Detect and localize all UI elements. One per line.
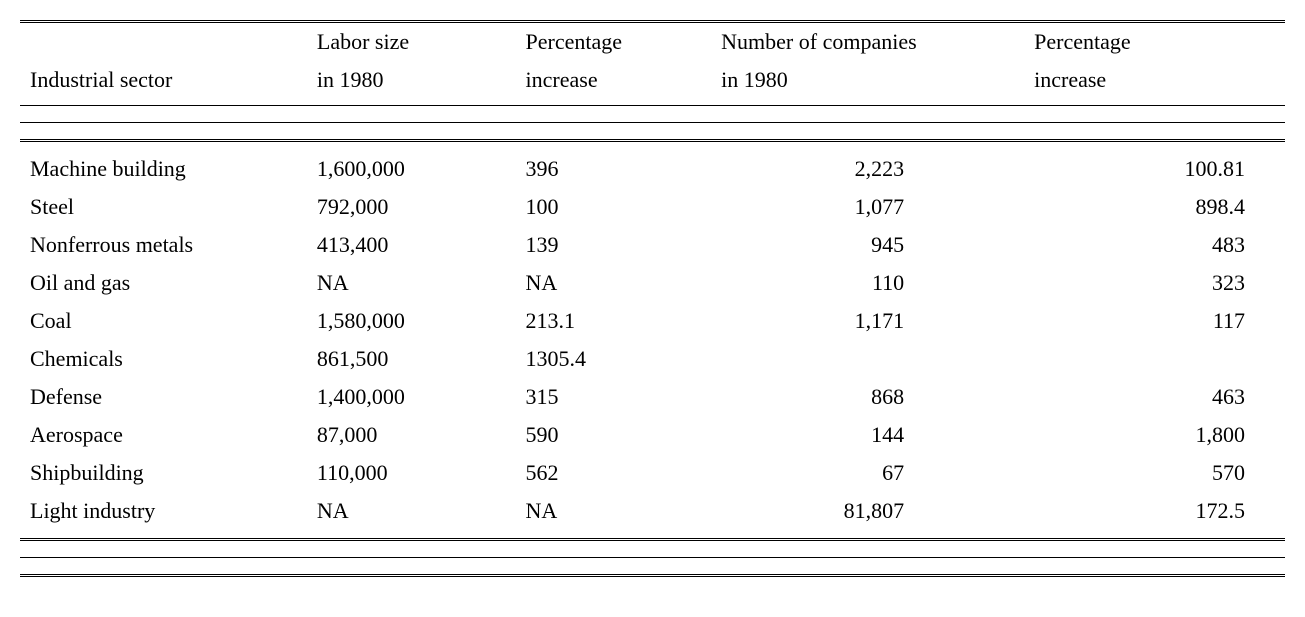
table-body: Machine building 1,600,000 396 2,223 100… <box>20 141 1285 540</box>
cell-pctlabor: NA <box>516 492 712 540</box>
table-row: Shipbuilding 110,000 562 67 570 <box>20 454 1285 492</box>
table-row: Coal 1,580,000 213.1 1,171 117 <box>20 302 1285 340</box>
cell-companies: 868 <box>711 378 1024 416</box>
cell-labor: 413,400 <box>307 226 516 264</box>
table-row: Machine building 1,600,000 396 2,223 100… <box>20 141 1285 189</box>
cell-sector: Shipbuilding <box>20 454 307 492</box>
cell-sector: Machine building <box>20 141 307 189</box>
cell-labor: 110,000 <box>307 454 516 492</box>
cell-companies: 81,807 <box>711 492 1024 540</box>
header-sector-line1 <box>20 22 307 62</box>
cell-sector: Oil and gas <box>20 264 307 302</box>
cell-companies: 110 <box>711 264 1024 302</box>
bottom-rule-1 <box>20 540 1285 558</box>
table-row: Steel 792,000 100 1,077 898.4 <box>20 188 1285 226</box>
table-row: Aerospace 87,000 590 144 1,800 <box>20 416 1285 454</box>
header-pctcompanies-line2: increase <box>1024 61 1285 106</box>
cell-pctcompanies <box>1024 340 1285 378</box>
top-rule-2 <box>20 123 1285 141</box>
header-labor-line1: Labor size <box>307 22 516 62</box>
cell-companies: 1,077 <box>711 188 1024 226</box>
cell-pctcompanies: 172.5 <box>1024 492 1285 540</box>
cell-pctlabor: 315 <box>516 378 712 416</box>
cell-companies: 1,171 <box>711 302 1024 340</box>
cell-labor: NA <box>307 492 516 540</box>
header-sector-line2: Industrial sector <box>20 61 307 106</box>
cell-labor: NA <box>307 264 516 302</box>
table-row: Chemicals 861,500 1305.4 <box>20 340 1285 378</box>
cell-companies: 945 <box>711 226 1024 264</box>
cell-sector: Coal <box>20 302 307 340</box>
cell-companies: 67 <box>711 454 1024 492</box>
cell-sector: Defense <box>20 378 307 416</box>
cell-pctcompanies: 117 <box>1024 302 1285 340</box>
table-row: Light industry NA NA 81,807 172.5 <box>20 492 1285 540</box>
cell-pctlabor: 590 <box>516 416 712 454</box>
table-row: Nonferrous metals 413,400 139 945 483 <box>20 226 1285 264</box>
industrial-sector-table: Labor size Percentage Number of companie… <box>20 20 1285 577</box>
header-pctlabor-line2: increase <box>516 61 712 106</box>
table-row: Oil and gas NA NA 110 323 <box>20 264 1285 302</box>
cell-labor: 792,000 <box>307 188 516 226</box>
cell-sector: Nonferrous metals <box>20 226 307 264</box>
table-row: Defense 1,400,000 315 868 463 <box>20 378 1285 416</box>
cell-pctcompanies: 323 <box>1024 264 1285 302</box>
cell-pctlabor: NA <box>516 264 712 302</box>
cell-labor: 87,000 <box>307 416 516 454</box>
header-companies-line1: Number of companies <box>711 22 1024 62</box>
cell-labor: 1,600,000 <box>307 141 516 189</box>
cell-companies: 2,223 <box>711 141 1024 189</box>
header-pctlabor-line1: Percentage <box>516 22 712 62</box>
cell-companies: 144 <box>711 416 1024 454</box>
bottom-rule-2 <box>20 558 1285 576</box>
cell-pctlabor: 396 <box>516 141 712 189</box>
top-rule-1 <box>20 106 1285 123</box>
cell-pctlabor: 213.1 <box>516 302 712 340</box>
header-companies-line2: in 1980 <box>711 61 1024 106</box>
cell-pctcompanies: 483 <box>1024 226 1285 264</box>
cell-pctcompanies: 100.81 <box>1024 141 1285 189</box>
cell-pctlabor: 562 <box>516 454 712 492</box>
header-pctcompanies-line1: Percentage <box>1024 22 1285 62</box>
cell-sector: Chemicals <box>20 340 307 378</box>
header-row-2: Industrial sector in 1980 increase in 19… <box>20 61 1285 106</box>
cell-pctcompanies: 463 <box>1024 378 1285 416</box>
cell-pctcompanies: 1,800 <box>1024 416 1285 454</box>
cell-pctlabor: 139 <box>516 226 712 264</box>
cell-labor: 1,400,000 <box>307 378 516 416</box>
cell-pctcompanies: 898.4 <box>1024 188 1285 226</box>
cell-labor: 861,500 <box>307 340 516 378</box>
cell-pctcompanies: 570 <box>1024 454 1285 492</box>
cell-companies <box>711 340 1024 378</box>
cell-labor: 1,580,000 <box>307 302 516 340</box>
cell-sector: Aerospace <box>20 416 307 454</box>
cell-sector: Light industry <box>20 492 307 540</box>
header-row-1: Labor size Percentage Number of companie… <box>20 22 1285 62</box>
header-labor-line2: in 1980 <box>307 61 516 106</box>
cell-pctlabor: 1305.4 <box>516 340 712 378</box>
cell-sector: Steel <box>20 188 307 226</box>
cell-pctlabor: 100 <box>516 188 712 226</box>
